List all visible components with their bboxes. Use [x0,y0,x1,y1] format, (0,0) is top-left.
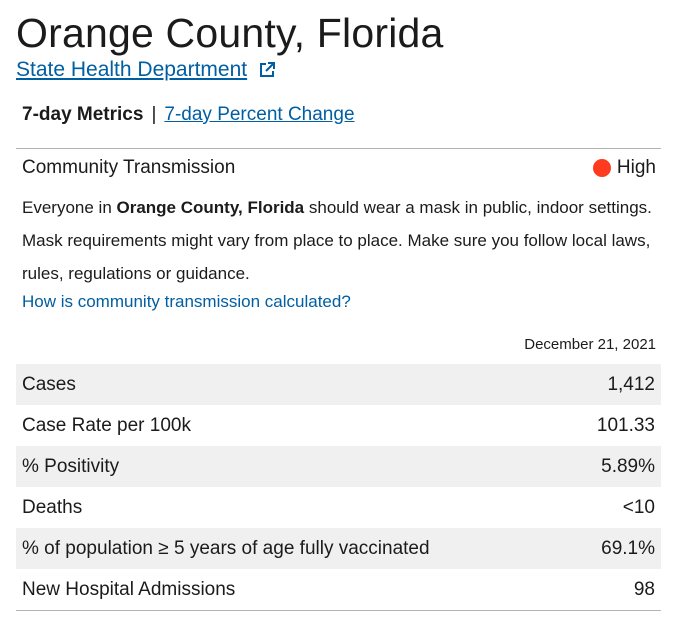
table-row: % of population ≥ 5 years of age fully v… [16,528,661,569]
page-title: Orange County, Florida [16,10,444,56]
transmission-level-text: High [616,157,656,178]
metric-label: New Hospital Admissions [22,578,236,600]
table-row: Deaths <10 [16,487,661,528]
metric-label: % Positivity [22,455,120,477]
metric-label: Case Rate per 100k [22,414,191,436]
level-indicator-dot [592,159,611,177]
table-row: Case Rate per 100k 101.33 [16,405,661,446]
table-row: Cases 1,412 [16,364,661,405]
tab-7-day-metrics[interactable]: 7-day Metrics [22,104,144,125]
transmission-level: High [592,157,656,179]
metric-value: <10 [622,496,655,518]
metric-value: 101.33 [596,414,655,436]
community-transmission-label: Community Transmission [22,157,236,178]
metric-value: 1,412 [607,373,655,395]
metric-value: 5.89% [601,455,655,477]
metric-label: Cases [22,373,76,395]
metric-label: % of population ≥ 5 years of age fully v… [22,537,430,559]
transmission-calculation-link[interactable]: How is community transmission calculated… [22,292,351,311]
state-health-department-link-label: State Health Department [16,58,248,81]
metrics-date: December 21, 2021 [524,336,656,353]
section-divider-bottom [16,610,661,611]
guidance-county-name: Orange County, Florida [116,198,305,217]
state-health-department-link[interactable]: State Health Department [16,58,277,82]
section-divider-top [16,148,661,149]
metric-value: 69.1% [601,537,655,559]
guidance-text-start: Everyone in [22,198,117,217]
table-row: % Positivity 5.89% [16,446,661,487]
tab-separator: | [151,104,157,125]
metric-tabs: 7-day Metrics | 7-day Percent Change [22,104,355,126]
mask-guidance-text: Everyone in Orange County, Florida shoul… [22,191,662,290]
tab-7-day-percent-change[interactable]: 7-day Percent Change [164,104,355,125]
guidance-text-end: should wear a mask in public, indoor set… [22,198,652,283]
metrics-table: Cases 1,412 Case Rate per 100k 101.33 % … [16,364,661,610]
table-row: New Hospital Admissions 98 [16,569,661,610]
metric-label: Deaths [22,496,83,518]
external-link-icon [260,62,276,77]
metric-value: 98 [633,578,655,600]
